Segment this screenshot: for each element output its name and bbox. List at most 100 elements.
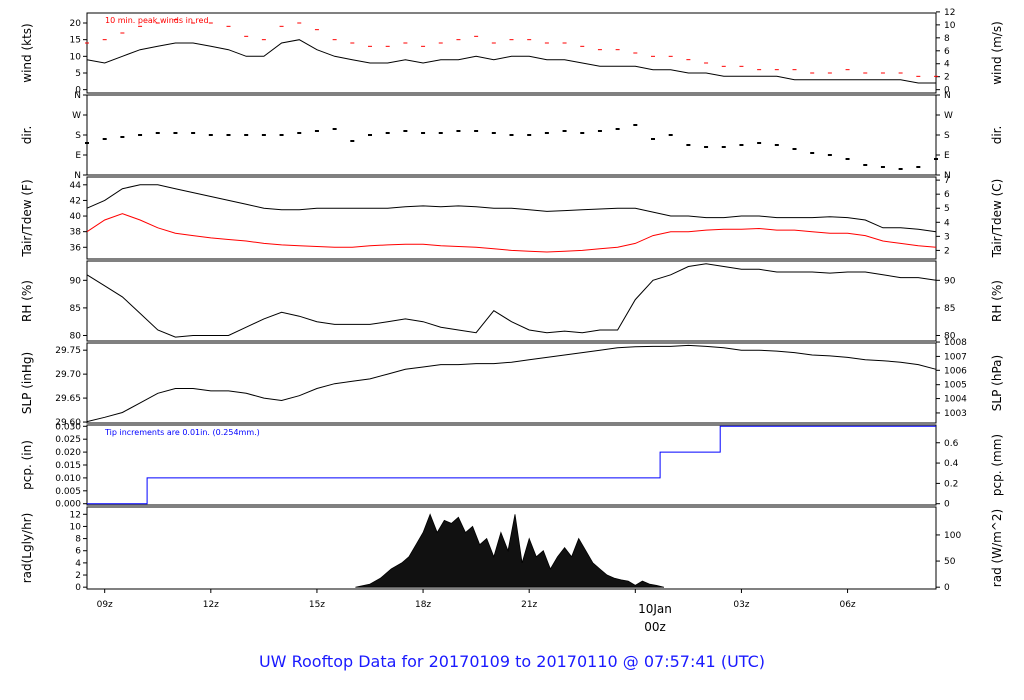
y-axis-label: wind (kts) [20,23,34,82]
direction-point [120,136,125,138]
y-tick-label-right: S [944,131,950,141]
y-axis-label: dir. [20,126,34,145]
y-tick-label-right: 50 [944,557,956,567]
direction-point [85,142,89,144]
x-tick-label: 15z [309,600,325,610]
y-tick-label: 0 [75,86,81,96]
direction-point [668,134,673,136]
y-tick-label-right: 1008 [944,338,967,348]
panel-2: 36 38 40 42 44 2 3 4 5 6 7 Tair/Tdew (F) Tair/Tdew (… [20,176,1004,260]
y-axis-label-right: wind (m/s) [990,21,1004,85]
direction-point [757,142,762,144]
direction-point [491,132,496,134]
y-tick-label-right: 2 [944,73,950,83]
y-tick-label-right: 90 [944,276,956,286]
y-axis-label-right: pcp. (mm) [990,434,1004,496]
x-tick-label: 09z [97,600,113,610]
tair-line [86,184,937,233]
direction-point [509,134,514,136]
y-tick-label-right: 0.6 [944,439,959,449]
y-tick-label-right: 0 [944,500,950,510]
y-tick-label: 5 [75,69,81,79]
y-tick-label: 10 [70,522,82,532]
direction-point [421,132,426,134]
annotation: Tip increments are 0.01in. (0.254mm.) [104,428,260,437]
x-tick-label: 03z [733,600,749,610]
radiation-area [355,513,664,588]
y-tick-label: 0.005 [55,487,81,497]
y-tick-label: 44 [70,181,82,191]
y-tick-label: 0.010 [55,474,81,484]
direction-point [527,134,532,136]
direction-point [615,128,620,130]
y-tick-label: 40 [70,212,82,222]
y-tick-label: 0 [75,583,81,593]
y-tick-label-right: W [944,111,953,121]
y-tick-label: 15 [70,36,81,46]
direction-point [544,132,549,134]
panel-frame [86,260,937,342]
y-tick-label: N [74,91,81,101]
y-tick-label-right: N [944,171,951,181]
direction-point [739,144,744,146]
y-tick-label-right: 1003 [944,409,967,419]
y-tick-label: N [74,171,81,181]
x-tick-label: 21z [521,600,537,610]
y-tick-label-right: 7 [944,176,950,186]
direction-point [138,134,143,136]
y-tick-label: 0.030 [55,422,81,432]
direction-point [845,158,850,160]
panel-frame [86,12,937,94]
panel-frame [86,424,937,506]
rh-line [86,263,937,338]
direction-point [456,130,461,132]
y-axis-label: RH (%) [20,280,34,322]
y-axis-label: rad(Lgly/hr) [20,513,34,584]
x-tick-label: 18z [415,600,431,610]
y-tick-label: 10 [70,52,82,62]
y-tick-label-right: 6 [944,47,950,57]
y-axis-label-right: SLP (hPa) [990,355,1004,411]
wind-line [86,39,936,84]
y-tick-label: 8 [75,535,81,545]
y-tick-label-right: 0 [944,86,950,96]
direction-point [580,132,585,134]
y-tick-label: 85 [70,304,81,314]
direction-point [102,138,107,140]
y-tick-label: 20 [70,19,82,29]
y-tick-label: 6 [75,547,81,557]
y-tick-label-right: 4 [944,218,950,228]
direction-point [810,152,815,154]
y-tick-label: 36 [70,243,82,253]
y-tick-label-right: 80 [944,331,956,341]
y-tick-label-right: E [944,151,950,161]
y-tick-label-right: N [944,91,951,101]
y-tick-label-right: 0.2 [944,479,958,489]
y-tick-label-right: 100 [944,531,961,541]
direction-point [704,146,709,148]
direction-point [226,134,231,136]
direction-point [403,130,408,132]
direction-point [385,132,390,134]
y-tick-label: 42 [70,196,81,206]
direction-point [774,144,779,146]
tdew-line [86,213,937,253]
direction-point [863,164,868,166]
direction-point [191,132,196,134]
y-tick-label: 4 [75,559,81,569]
y-tick-label: 12 [70,510,81,520]
y-axis-label: pcp. (in) [20,440,34,490]
y-tick-label-right: 10 [944,21,956,31]
panel-6: 0 2 4 6 8 10 12 0 50 100 rad(Lgly/hr) rad (W/m^2) [20,506,1004,593]
direction-point [721,146,726,148]
y-tick-label-right: 1005 [944,381,967,391]
y-axis-label-right: dir. [990,126,1004,145]
y-tick-label: S [75,131,81,141]
direction-point [173,132,178,134]
y-tick-label: 29.75 [55,346,81,356]
panel-0: 0 5 10 15 20 0 2 4 6 8 10 12 wind (kts) wind (m/s) 10 … [20,8,1004,96]
x-tick-label: 12z [203,600,219,610]
